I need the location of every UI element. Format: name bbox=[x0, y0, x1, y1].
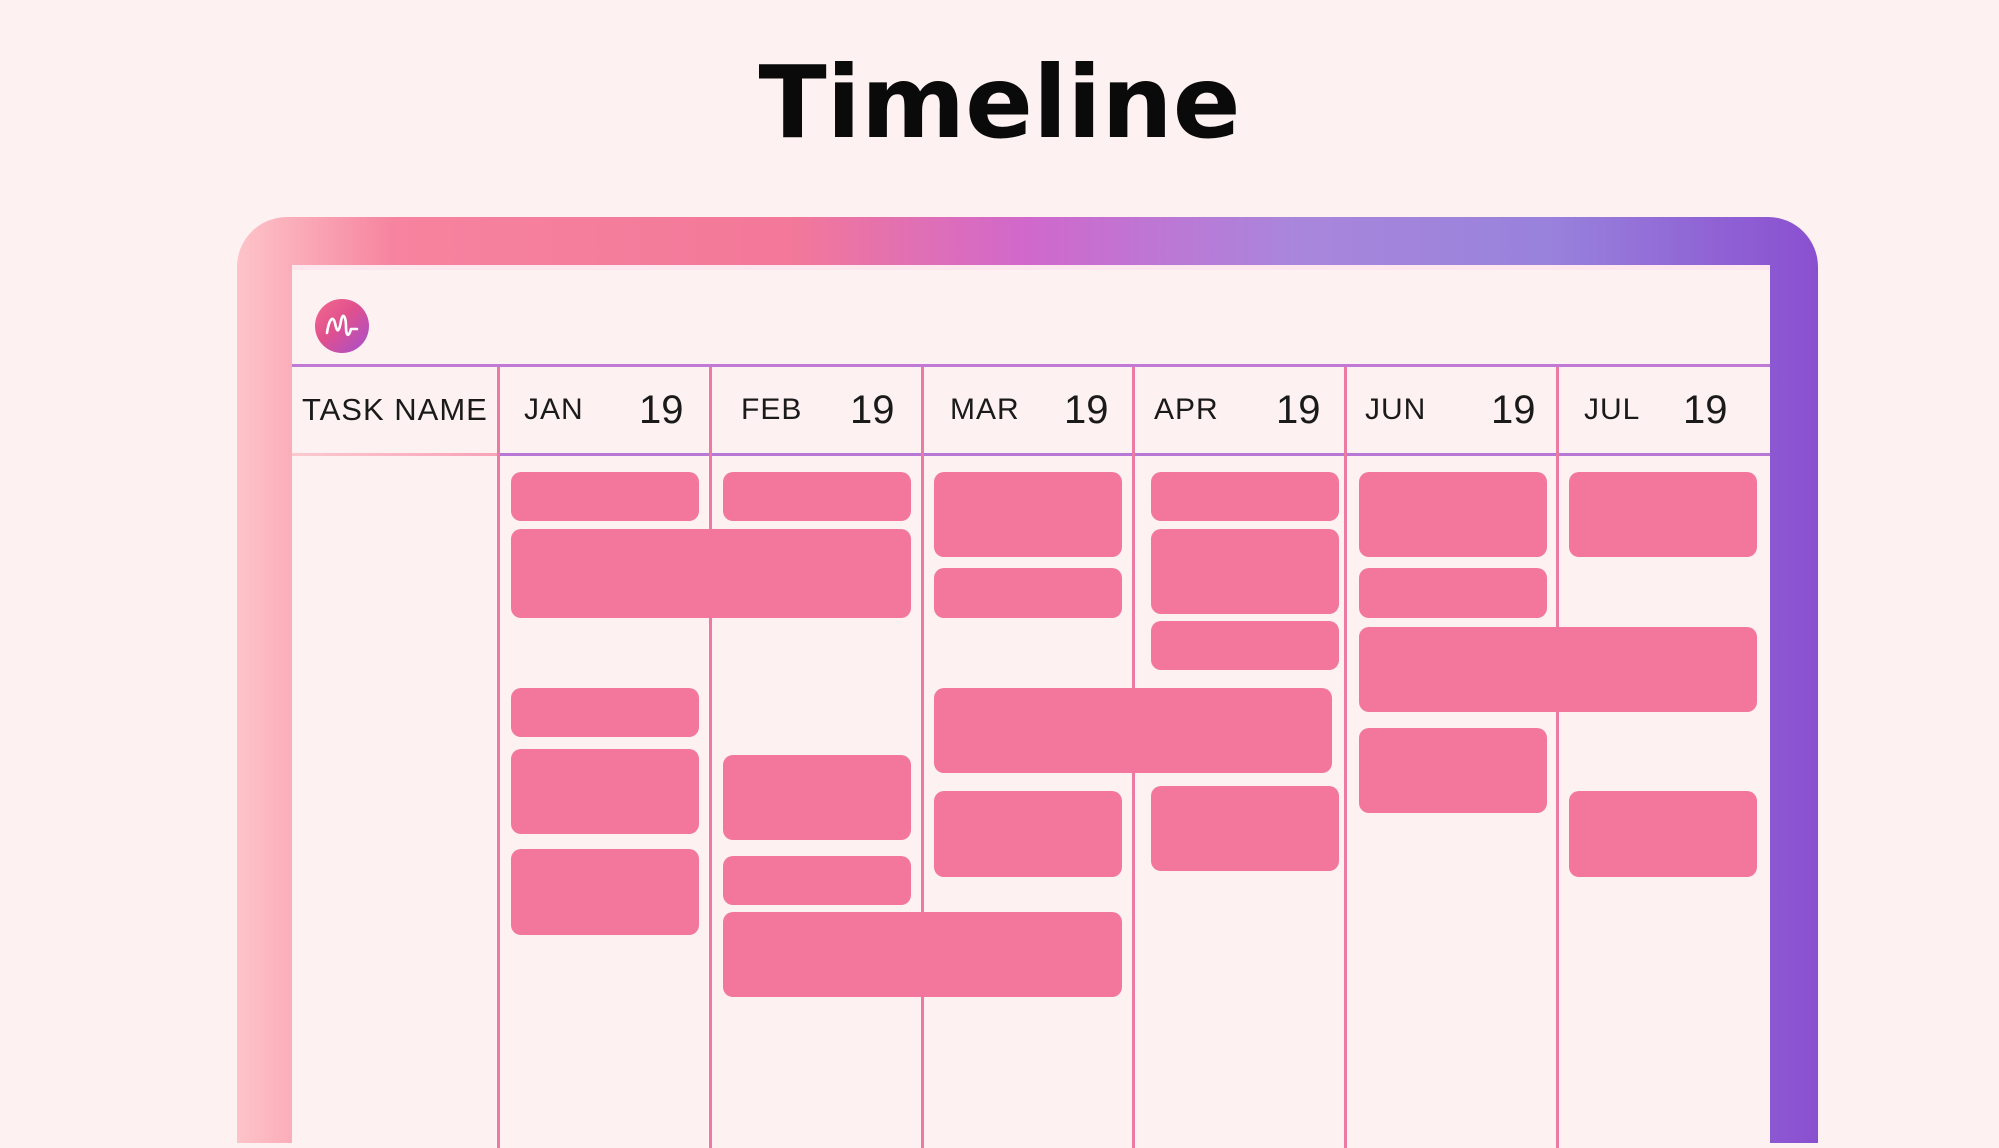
column-divider bbox=[497, 367, 500, 1148]
month-header-jun[interactable]: JUN bbox=[1365, 393, 1427, 426]
month-header-mar[interactable]: MAR bbox=[950, 393, 1020, 426]
task-bar[interactable] bbox=[934, 688, 1332, 773]
month-header-jul[interactable]: JUL bbox=[1584, 393, 1641, 426]
month-header-jan[interactable]: JAN bbox=[524, 393, 584, 426]
year-header-apr: 19 bbox=[1276, 387, 1321, 432]
timeline-header-row: TASK NAME JAN 19 FEB 19 MAR 19 APR 19 JU… bbox=[292, 367, 1770, 456]
task-bar[interactable] bbox=[1359, 728, 1547, 813]
task-bar[interactable] bbox=[1151, 529, 1339, 614]
year-header-feb: 19 bbox=[850, 387, 895, 432]
month-header-apr[interactable]: APR bbox=[1154, 393, 1219, 426]
task-bar[interactable] bbox=[723, 856, 911, 905]
task-bar[interactable] bbox=[511, 849, 699, 935]
task-bar[interactable] bbox=[934, 472, 1122, 557]
task-bar[interactable] bbox=[1359, 568, 1547, 618]
column-divider bbox=[709, 367, 712, 1148]
task-bar[interactable] bbox=[1359, 472, 1547, 557]
timeline-app: TASK NAME JAN 19 FEB 19 MAR 19 APR 19 JU… bbox=[292, 265, 1770, 1148]
task-bar[interactable] bbox=[511, 472, 699, 521]
month-header-feb[interactable]: FEB bbox=[741, 393, 803, 426]
column-divider bbox=[1556, 367, 1559, 1148]
task-column-divider bbox=[292, 453, 499, 456]
year-header-jan: 19 bbox=[639, 387, 684, 432]
task-bar[interactable] bbox=[1151, 786, 1339, 871]
year-header-jul: 19 bbox=[1683, 387, 1728, 432]
task-bar[interactable] bbox=[934, 791, 1122, 877]
task-bar[interactable] bbox=[723, 472, 911, 521]
task-bar[interactable] bbox=[723, 912, 1122, 997]
page-title: Timeline bbox=[758, 44, 1241, 161]
task-bar[interactable] bbox=[1569, 472, 1757, 557]
m-wave-logo-icon[interactable] bbox=[315, 299, 369, 353]
task-bar[interactable] bbox=[934, 568, 1122, 618]
task-bar[interactable] bbox=[511, 688, 699, 737]
column-divider bbox=[921, 367, 924, 1148]
task-bar[interactable] bbox=[511, 529, 911, 618]
task-bar[interactable] bbox=[1359, 627, 1757, 712]
year-header-jun: 19 bbox=[1491, 387, 1536, 432]
task-bar[interactable] bbox=[723, 755, 911, 840]
task-bar[interactable] bbox=[1151, 472, 1339, 521]
year-header-mar: 19 bbox=[1064, 387, 1109, 432]
column-divider bbox=[1344, 367, 1347, 1148]
task-name-column-header[interactable]: TASK NAME bbox=[302, 392, 488, 427]
task-bar[interactable] bbox=[1151, 621, 1339, 670]
task-bar[interactable] bbox=[511, 749, 699, 834]
task-bar[interactable] bbox=[1569, 791, 1757, 877]
app-header bbox=[292, 272, 1770, 367]
